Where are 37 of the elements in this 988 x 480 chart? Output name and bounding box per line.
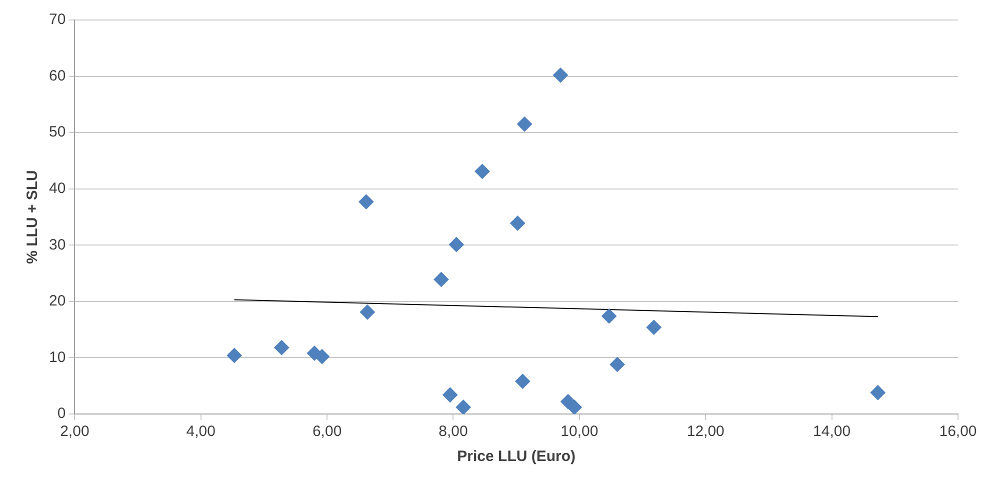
y-axis-title: % LLU + SLU — [24, 170, 42, 264]
point — [314, 349, 330, 364]
point — [434, 272, 449, 287]
x-tick-label: 4,00 — [186, 423, 216, 440]
y-tick-label: 30 — [48, 236, 66, 254]
point — [226, 348, 242, 363]
point — [566, 400, 582, 414]
point — [870, 385, 886, 400]
point — [515, 374, 530, 389]
x-tick-label: 12,00 — [686, 423, 724, 440]
point — [602, 308, 617, 324]
point — [646, 320, 662, 335]
y-tick-label: 60 — [48, 67, 66, 84]
point — [553, 68, 568, 83]
x-tick-label: 8,00 — [438, 423, 468, 440]
point — [448, 237, 464, 252]
point — [610, 356, 625, 372]
point — [442, 387, 458, 402]
point — [360, 304, 375, 320]
x-tick-label: 10,00 — [560, 423, 598, 440]
point — [510, 216, 526, 231]
y-tick-label: 50 — [48, 124, 66, 141]
x-axis-title: Price LLU (Euro) — [457, 448, 576, 466]
x-tick-label: 2,00 — [60, 423, 90, 440]
y-tick-label: 20 — [48, 292, 66, 310]
point — [517, 116, 532, 132]
y-tick-label: 70 — [48, 11, 66, 28]
y-tick-label: 10 — [48, 348, 66, 366]
point — [456, 400, 471, 414]
point — [474, 164, 490, 179]
point — [358, 194, 374, 210]
x-tick-label: 14,00 — [813, 423, 851, 440]
y-tick-label: 0 — [57, 405, 66, 422]
y-tick-label: 40 — [48, 180, 66, 197]
point — [274, 340, 290, 356]
x-tick-label: 16,00 — [939, 423, 977, 440]
x-tick-label: 6,00 — [312, 423, 342, 440]
